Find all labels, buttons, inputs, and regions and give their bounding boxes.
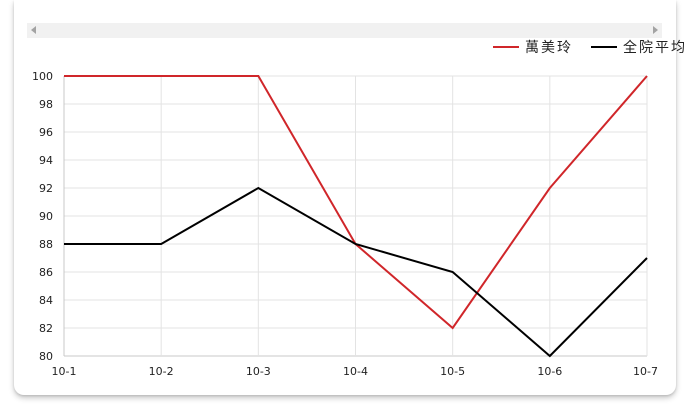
scroll-left-arrow-icon[interactable] bbox=[31, 26, 36, 34]
data-point-series-0[interactable] bbox=[158, 73, 164, 79]
legend-label: 全院平均 bbox=[623, 40, 687, 56]
y-tick-label: 82 bbox=[39, 322, 53, 335]
legend-label: 萬美玲 bbox=[525, 40, 573, 56]
data-point-series-0[interactable] bbox=[255, 73, 261, 79]
x-tick-label: 10-5 bbox=[440, 365, 465, 378]
legend-item-series-1[interactable]: 全院平均 bbox=[591, 37, 687, 57]
series-line-1[interactable] bbox=[64, 186, 648, 358]
x-tick-label: 10-3 bbox=[246, 365, 271, 378]
x-tick-label: 10-7 bbox=[633, 365, 658, 378]
y-tick-label: 84 bbox=[39, 294, 53, 307]
series-lines bbox=[61, 73, 650, 359]
y-tick-label: 96 bbox=[39, 126, 53, 139]
x-tick-label: 10-4 bbox=[343, 365, 368, 378]
y-tick-label: 80 bbox=[39, 350, 53, 363]
data-point-series-1[interactable] bbox=[450, 269, 456, 275]
y-tick-label: 100 bbox=[32, 70, 53, 83]
x-axis-tick-labels: 10-1 10-2 10-3 10-4 10-5 10-6 10-7 bbox=[52, 365, 658, 378]
chart-grid bbox=[63, 75, 648, 357]
data-point-series-0[interactable] bbox=[61, 73, 67, 79]
data-point-series-0[interactable] bbox=[547, 185, 553, 191]
chart-legend: 萬美玲 全院平均 bbox=[493, 37, 687, 57]
chart-card bbox=[14, 0, 676, 395]
data-point-series-1[interactable] bbox=[353, 241, 359, 247]
y-tick-label: 86 bbox=[39, 266, 53, 279]
x-tick-label: 10-2 bbox=[149, 365, 174, 378]
horizontal-scrollbar[interactable] bbox=[27, 23, 662, 38]
x-tick-label: 10-6 bbox=[537, 365, 562, 378]
y-tick-label: 98 bbox=[39, 98, 53, 111]
data-point-series-0[interactable] bbox=[450, 325, 456, 331]
y-tick-label: 88 bbox=[39, 238, 53, 251]
y-tick-label: 92 bbox=[39, 182, 53, 195]
data-point-series-0[interactable] bbox=[644, 73, 650, 79]
scroll-right-arrow-icon[interactable] bbox=[653, 26, 658, 34]
data-point-series-1[interactable] bbox=[61, 241, 67, 247]
x-tick-label: 10-1 bbox=[52, 365, 77, 378]
legend-item-series-0[interactable]: 萬美玲 bbox=[493, 37, 573, 57]
y-tick-label: 94 bbox=[39, 154, 53, 167]
data-point-series-1[interactable] bbox=[547, 353, 553, 359]
data-point-series-1[interactable] bbox=[255, 185, 261, 191]
y-axis-tick-labels: 80 82 84 86 88 90 92 94 96 98 100 bbox=[32, 70, 53, 363]
legend-swatch-black bbox=[591, 46, 617, 48]
legend-swatch-red bbox=[493, 46, 519, 48]
data-point-series-1[interactable] bbox=[158, 241, 164, 247]
data-point-series-1[interactable] bbox=[644, 255, 650, 261]
y-tick-label: 90 bbox=[39, 210, 53, 223]
